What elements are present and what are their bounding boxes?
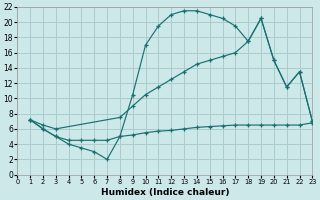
X-axis label: Humidex (Indice chaleur): Humidex (Indice chaleur)	[100, 188, 229, 197]
